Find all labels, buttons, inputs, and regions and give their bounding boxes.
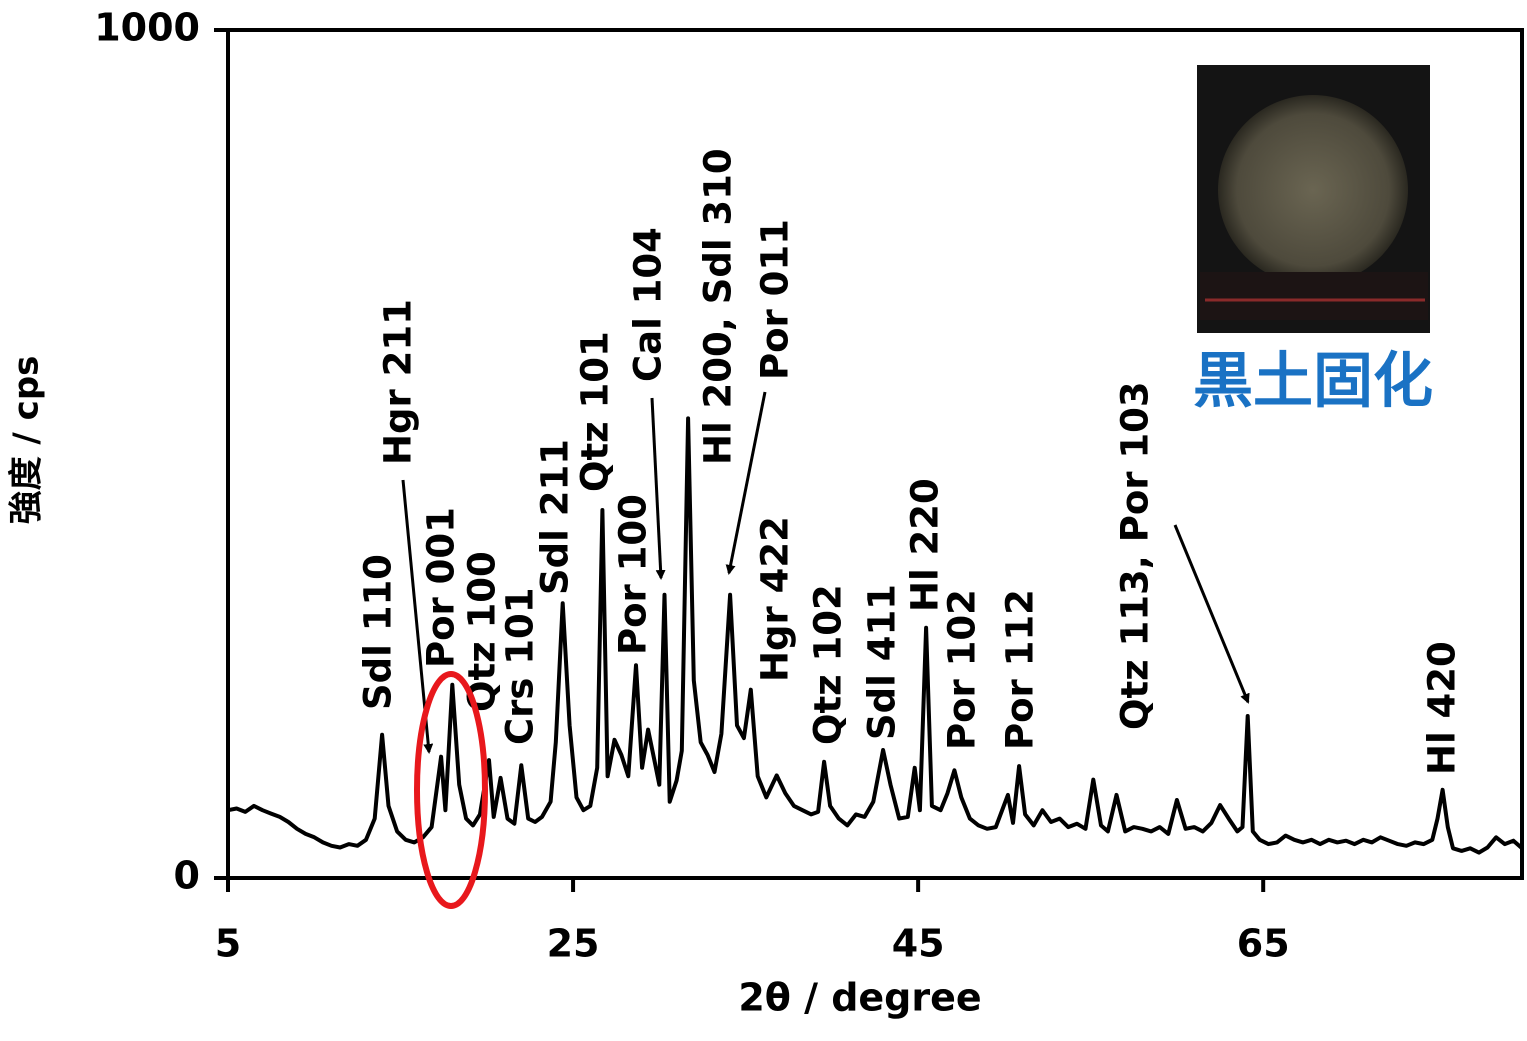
plot-frame (226, 28, 1524, 880)
x-tick-label: 45 (892, 922, 945, 966)
peak-annotation: Cal 104 (627, 227, 670, 382)
peak-annotation: Hl 220 (904, 478, 947, 612)
peak-annotation: Qtz 102 (807, 584, 850, 745)
peak-annotation: Por 100 (612, 494, 655, 655)
peak-annotation: Hl 200, Sdl 310 (697, 148, 740, 465)
spectrum-line (227, 416, 1524, 855)
peak-annotation: Por 102 (941, 589, 984, 750)
y-tick-label: 0 (174, 854, 200, 898)
peak-annotation: Crs 101 (499, 587, 542, 745)
x-tick-label: 65 (1237, 922, 1290, 966)
x-tick-label: 5 (215, 922, 241, 966)
peak-annotation: Qtz 101 (574, 331, 617, 492)
annotation-arrow (650, 397, 666, 580)
inset-label: 黒土固化 (1193, 347, 1433, 417)
annotation-arrow (1173, 524, 1250, 704)
annotation-arrow (725, 391, 767, 575)
peak-annotation: Sdl 211 (534, 439, 577, 595)
y-tick-label: 1000 (94, 6, 200, 50)
inset-photo (1197, 65, 1430, 333)
y-axis-label: 強度 / cps (7, 356, 47, 525)
x-axis-label: 2θ / degree (738, 976, 981, 1020)
highlight-ellipse (414, 671, 488, 909)
peak-annotation: Hgr 211 (377, 299, 420, 465)
x-tick-label: 25 (547, 922, 600, 966)
peak-annotation: Hgr 422 (754, 516, 797, 682)
peak-annotation: Por 001 (420, 507, 463, 668)
peak-annotation: Por 011 (754, 219, 797, 380)
peak-annotation: Sdl 110 (357, 554, 400, 710)
peak-annotation: Hl 420 (1421, 641, 1464, 775)
peak-annotation: Qtz 113, Por 103 (1114, 381, 1157, 730)
peak-annotation: Por 112 (999, 589, 1042, 750)
peak-annotation: Sdl 411 (861, 584, 904, 740)
